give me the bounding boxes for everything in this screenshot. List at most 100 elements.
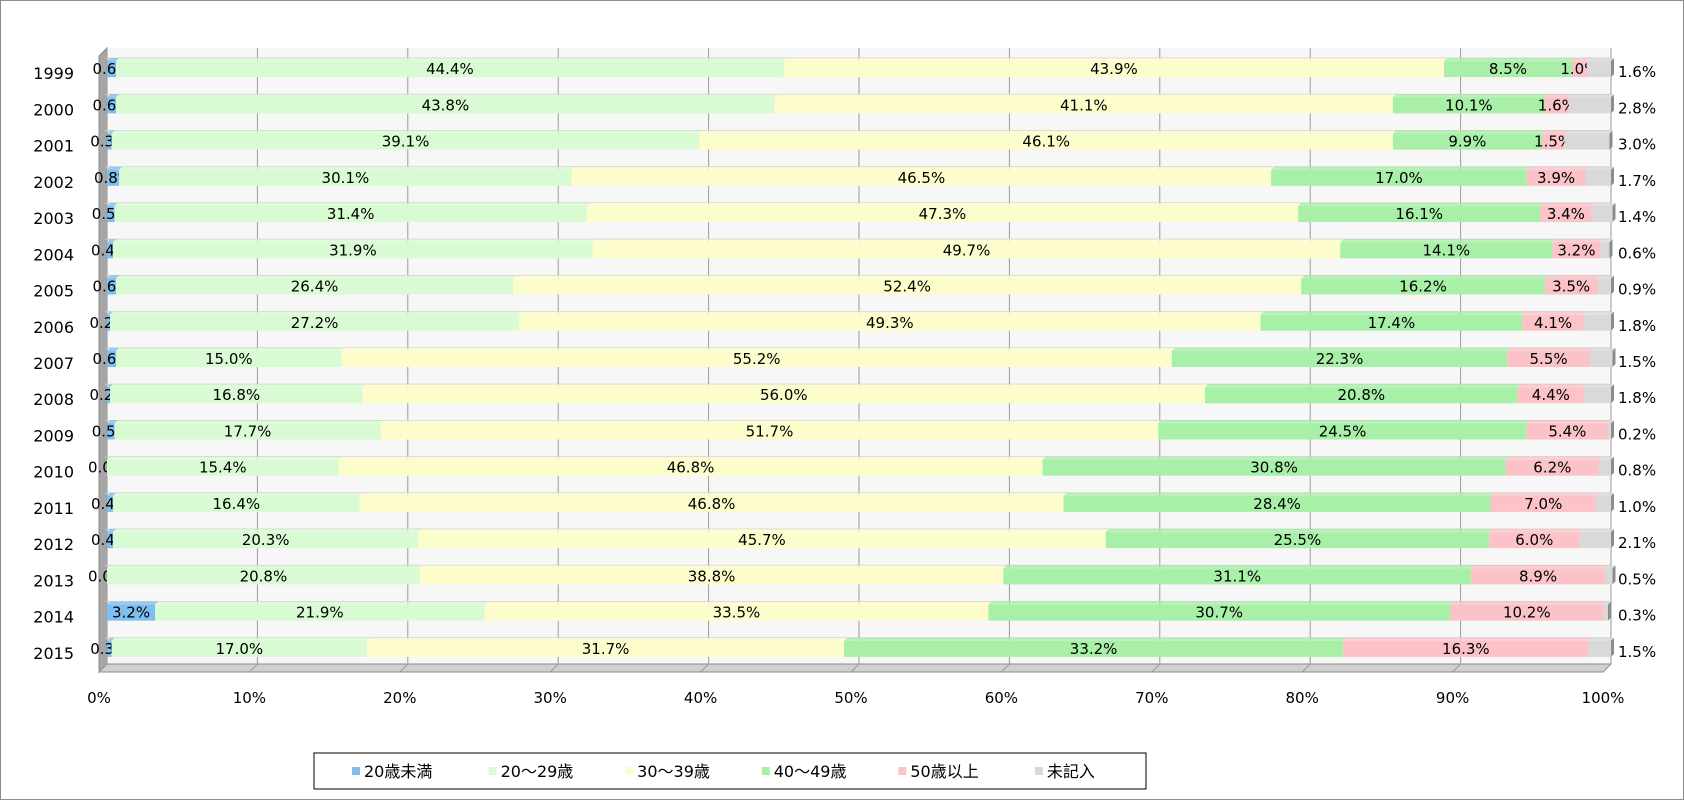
data-label: 15.0% [205, 350, 253, 368]
bar-segment [1595, 495, 1611, 512]
data-label: 3.0% [1618, 136, 1656, 154]
bar-top-face [1583, 311, 1614, 315]
bar-top-face [1450, 601, 1607, 605]
bar-segment [1598, 459, 1611, 476]
data-label: 28.4% [1253, 495, 1301, 513]
data-label: 2.1% [1618, 534, 1656, 552]
data-label: 5.5% [1530, 350, 1568, 368]
bar-segment [107, 532, 114, 549]
x-tick-label: 100% [1582, 689, 1625, 707]
bar-top-face [114, 420, 384, 424]
bar-top-face [155, 601, 488, 605]
data-label: 51.7% [746, 422, 794, 440]
bar-segment [484, 604, 989, 621]
bar-top-face [107, 565, 423, 569]
x-tick-label: 80% [1286, 689, 1319, 707]
gridline-floor [399, 663, 409, 673]
legend-swatch [488, 767, 497, 775]
bar-top-face [1392, 94, 1548, 98]
bar-top-face [1591, 203, 1616, 207]
bar-segment [1158, 423, 1527, 440]
legend-box [313, 752, 1147, 790]
bar-top-face [359, 492, 1067, 496]
bar-top-face [699, 130, 1396, 134]
data-label: 4.4% [1532, 386, 1570, 404]
bar-segment [1588, 640, 1611, 657]
legend-swatch [1034, 767, 1043, 775]
x-tick-label: 70% [1135, 689, 1168, 707]
bar-top-face [1541, 130, 1568, 134]
bar-segment [843, 640, 1344, 657]
bar-segment [107, 640, 112, 657]
data-label: 16.8% [213, 386, 261, 404]
bar-top-face [1204, 384, 1521, 388]
bar-top-face [116, 275, 517, 279]
bar-top-face [116, 94, 778, 98]
data-label: 26.4% [291, 278, 339, 296]
data-label: 10.1% [1445, 96, 1493, 114]
bar-segment [359, 495, 1064, 512]
data-label: 46.1% [1022, 133, 1070, 151]
bar-top-face [1586, 58, 1614, 62]
gridline-floor [1452, 663, 1461, 673]
legend-label: 30～39歳 [637, 762, 710, 781]
bar-segment [1589, 351, 1613, 367]
category-label: 2005 [33, 282, 74, 301]
bar-top-face [338, 456, 1046, 460]
bar-segment [113, 532, 419, 549]
data-label: 45.7% [738, 531, 786, 549]
bar-segment [107, 423, 115, 440]
data-label: 1.0% [1618, 498, 1656, 516]
bar-end-face [1611, 420, 1614, 440]
category-label: 2008 [33, 390, 74, 409]
bar-segment [1552, 242, 1601, 259]
bar-top-face [107, 348, 120, 351]
bar-top-face [1526, 166, 1589, 170]
bar-segment [380, 423, 1159, 440]
data-label: 46.5% [898, 169, 946, 187]
bar-top-face [1600, 239, 1613, 243]
bar-segment [1607, 423, 1611, 440]
data-label: 1.8% [1618, 389, 1656, 407]
bar-segment [116, 278, 514, 295]
bar-segment [1583, 387, 1611, 404]
data-label: 31.4% [327, 205, 375, 223]
bar-top-face [113, 239, 596, 243]
data-label: 31.7% [582, 640, 630, 658]
gridline-floor [1602, 663, 1612, 673]
bar-segment [341, 351, 1172, 367]
bar-end-face [1609, 130, 1613, 150]
bar-top-face [1595, 492, 1614, 496]
bar-segment [107, 314, 111, 331]
bar-top-face [843, 637, 1347, 641]
bar-segment [1564, 133, 1610, 150]
x-tick-label: 50% [834, 689, 867, 707]
data-label: 1.5% [1618, 353, 1656, 371]
bar-top-face [107, 529, 117, 533]
bar-end-face [1611, 492, 1614, 512]
data-label: 1.7% [1618, 172, 1656, 190]
data-label: 17.0% [216, 640, 264, 658]
bar-segment [338, 459, 1043, 476]
data-label: 30.8% [1250, 459, 1298, 477]
bar-segment [1490, 495, 1596, 512]
bar-top-face [1540, 203, 1595, 207]
bar-segment [107, 278, 117, 295]
bar-segment [1517, 387, 1584, 404]
bar-segment [110, 314, 520, 331]
bar-top-face [1579, 529, 1614, 533]
bar-segment [1450, 604, 1604, 621]
bar-top-face [114, 203, 590, 207]
category-label: 2006 [33, 318, 74, 337]
bar-segment [1579, 532, 1611, 549]
bar-top-face [107, 166, 123, 170]
bar-top-face [113, 492, 363, 496]
category-label: 1999 [33, 64, 74, 83]
bar-segment [111, 640, 368, 657]
bar-top-face [513, 275, 1305, 279]
bar-segment [699, 133, 1393, 150]
bar-segment [419, 568, 1004, 585]
bar-top-face [1343, 637, 1592, 641]
bar-segment [1604, 568, 1613, 585]
